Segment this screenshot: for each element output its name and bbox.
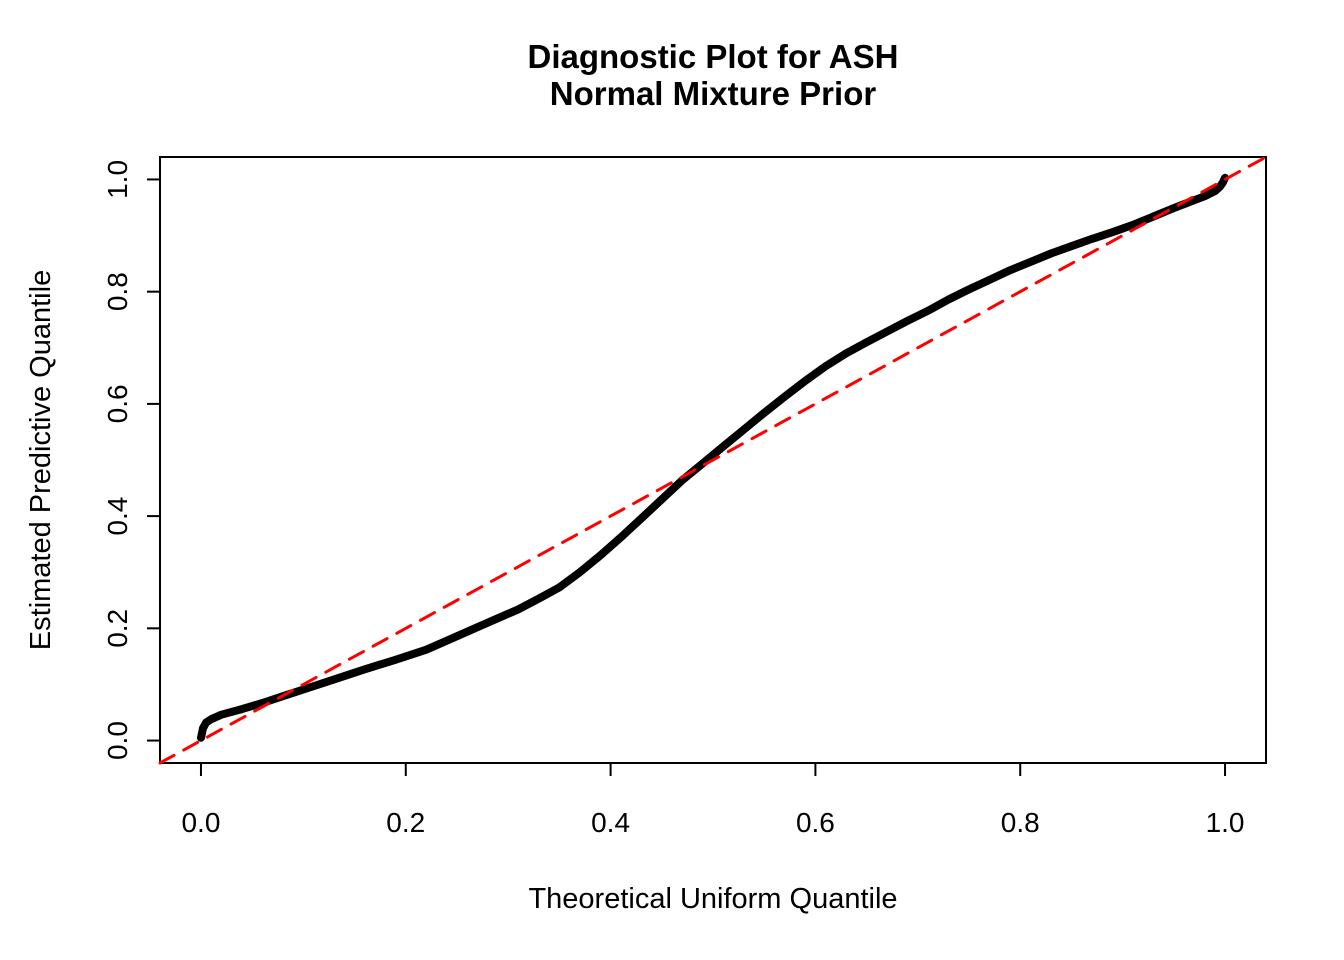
y-tick-label: 0.6 [102,384,133,423]
x-axis-label: Theoretical Uniform Quantile [528,883,897,915]
x-tick-label: 0.6 [796,807,835,838]
plot-area: 0.0 0.2 0.4 0.6 0.8 1.0 0.0 0.2 0.4 0.6 0.8 1.0 [102,155,1268,838]
x-tick-label: 0.8 [1001,807,1040,838]
plot-title-line-2: Normal Mixture Prior [550,75,877,112]
y-tick-label: 1.0 [102,160,133,199]
y-tick-label: 0.2 [102,609,133,648]
y-axis-label: Estimated Predictive Quantile [25,270,57,650]
x-tick-label: 0.4 [591,807,630,838]
identity-reference-line [158,155,1268,765]
x-tick-label: 0.0 [181,807,220,838]
y-tick-label: 0.0 [102,721,133,760]
plot-box [159,156,1267,764]
estimated-predictive-quantile-curve [197,173,1229,742]
x-tick-label: 0.2 [386,807,425,838]
x-tick-label: 1.0 [1206,807,1245,838]
y-tick-label: 0.8 [102,272,133,311]
plot-title-line-1: Diagnostic Plot for ASH [528,38,899,75]
y-tick-label: 0.4 [102,497,133,536]
